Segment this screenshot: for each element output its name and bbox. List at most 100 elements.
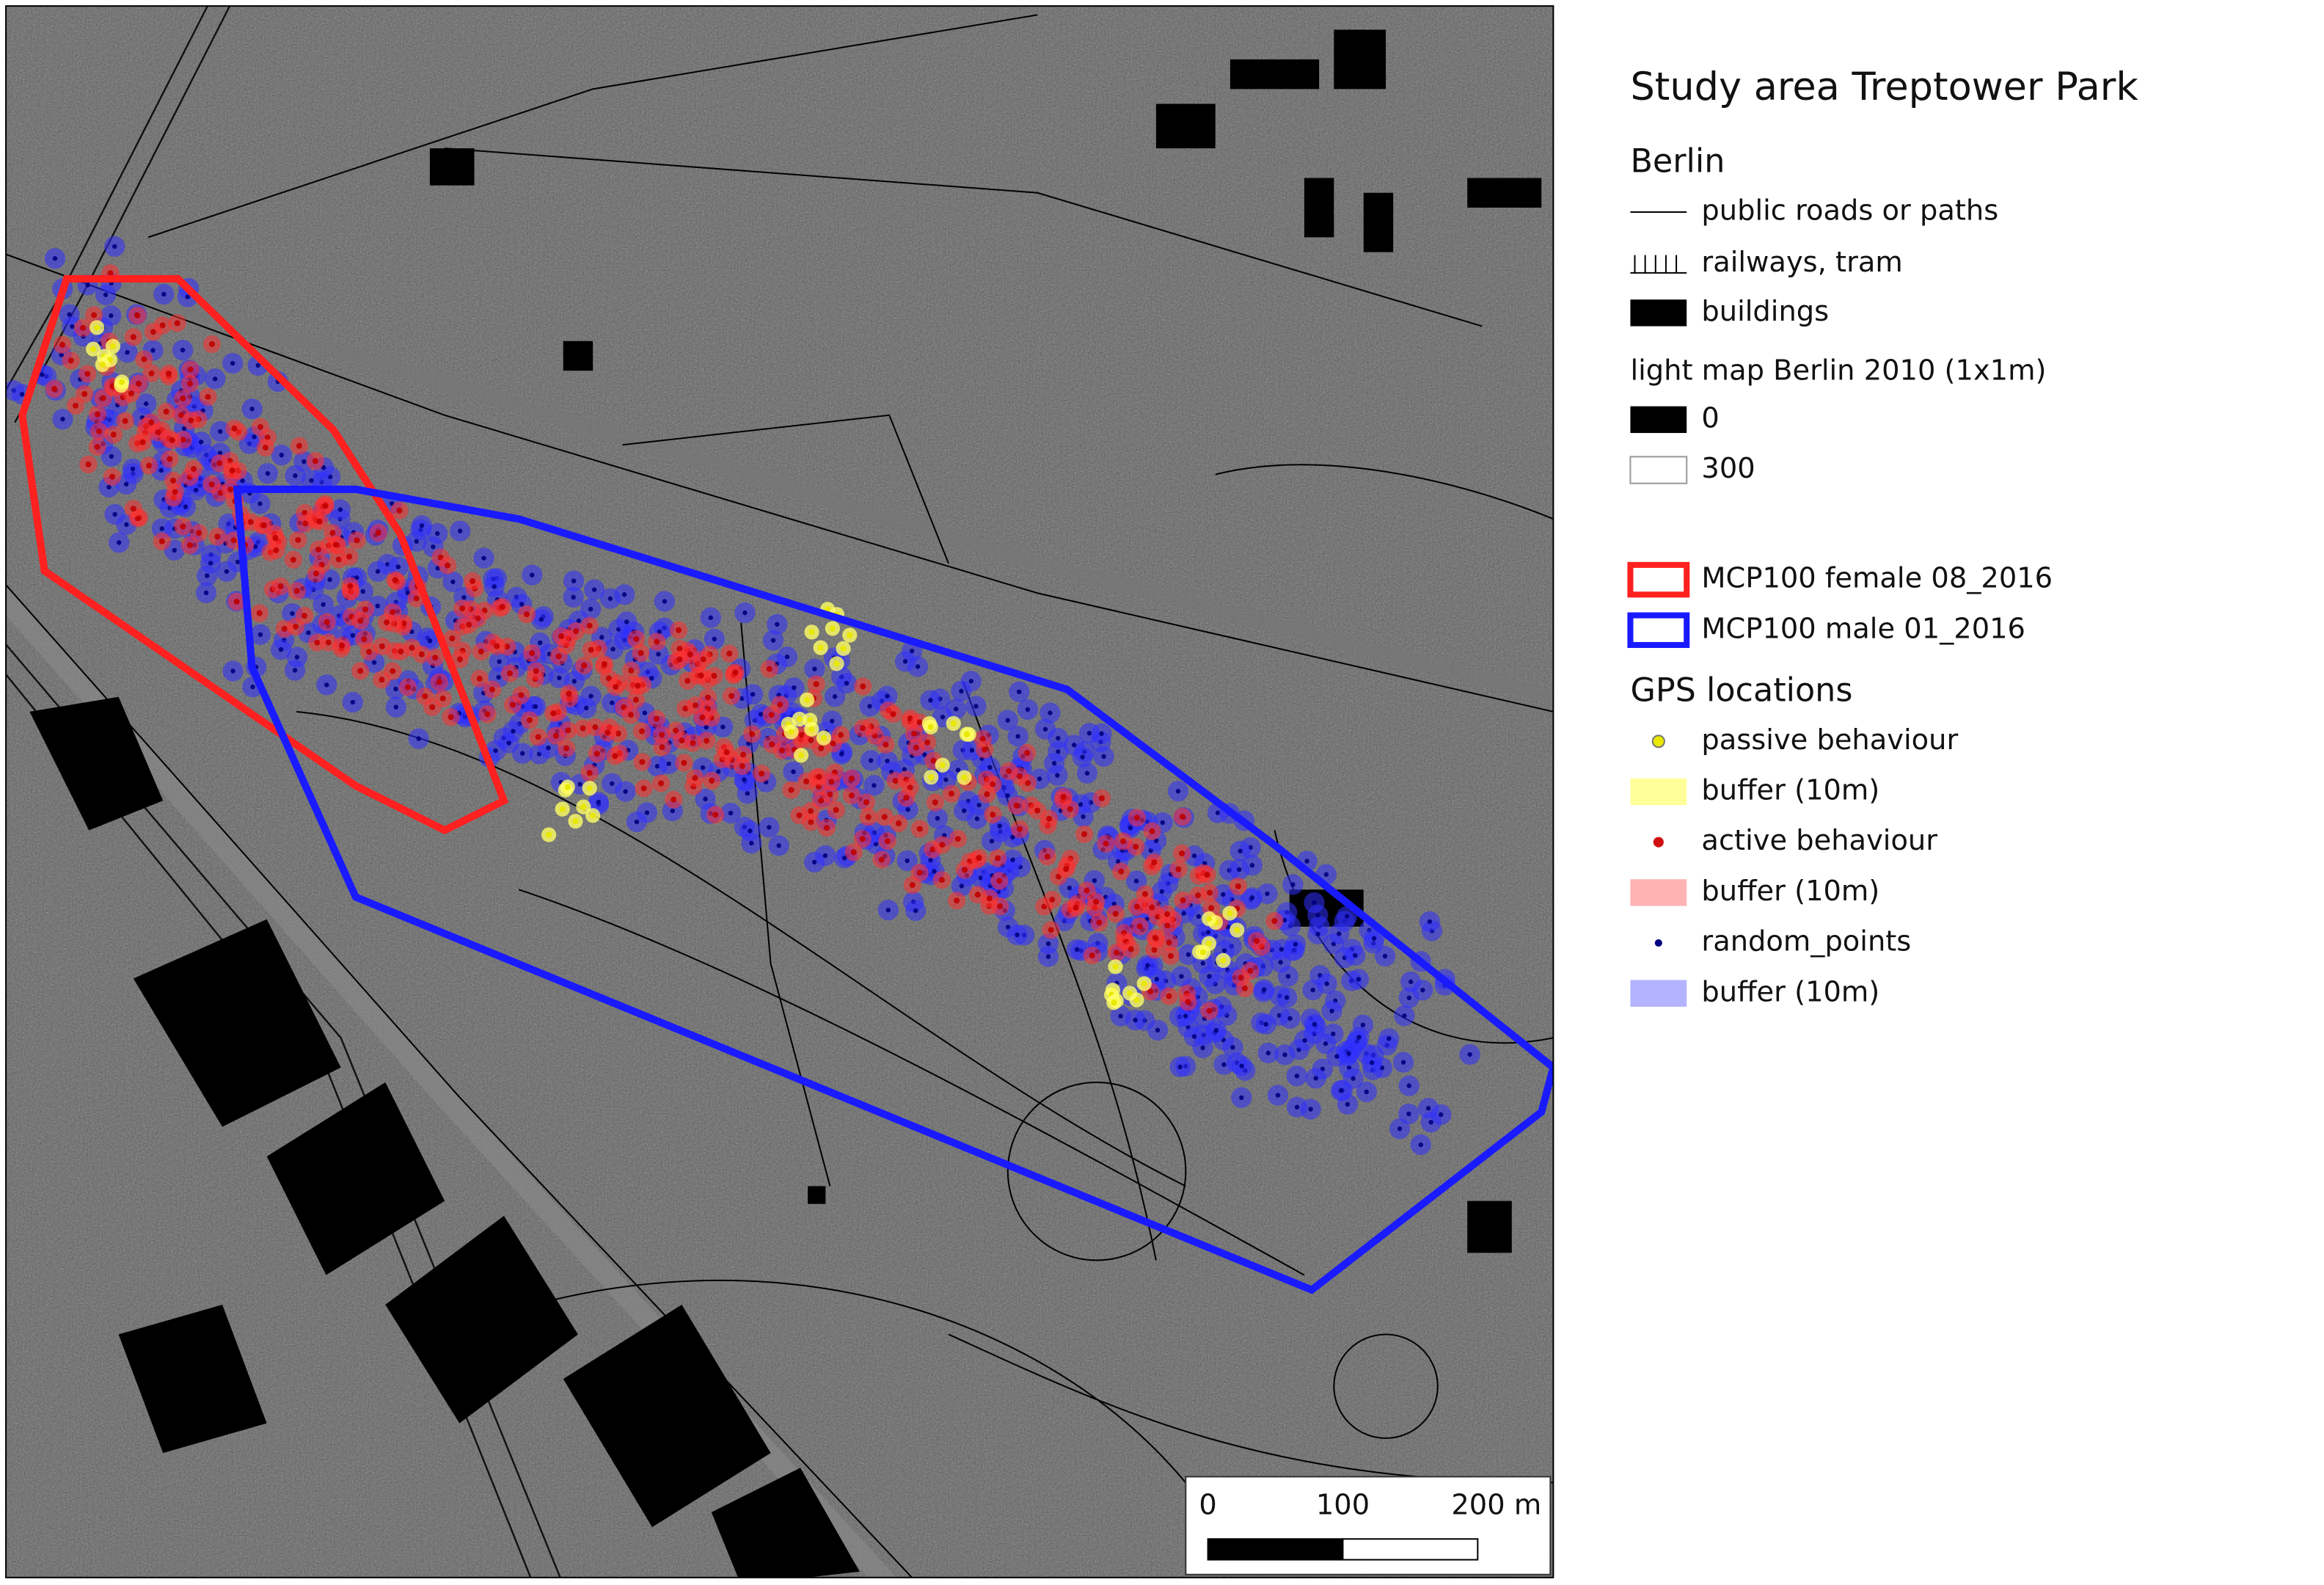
- building: [1304, 178, 1334, 238]
- active-point: [447, 714, 454, 721]
- passive-point: [90, 346, 97, 352]
- random-point: [1420, 988, 1425, 993]
- active-point: [1089, 952, 1095, 959]
- random-point: [1249, 895, 1255, 900]
- passive-point: [99, 361, 106, 368]
- random-point: [770, 638, 776, 643]
- random-point: [1406, 1083, 1412, 1088]
- active-point: [612, 753, 618, 759]
- random-point: [792, 685, 797, 691]
- active-point: [1149, 904, 1155, 911]
- random-point: [393, 686, 398, 692]
- active-point: [110, 431, 117, 438]
- active-point: [692, 702, 699, 709]
- random-point: [1067, 885, 1073, 891]
- legend-item: public roads or paths: [1701, 194, 1998, 227]
- swatch-random: [1654, 939, 1662, 947]
- random-point: [450, 579, 456, 585]
- active-point: [916, 826, 923, 832]
- scale-label: 100: [1316, 1488, 1370, 1521]
- building: [266, 1082, 445, 1275]
- active-point: [1208, 905, 1215, 911]
- random-point: [337, 507, 343, 512]
- active-point: [558, 633, 565, 640]
- random-point: [557, 675, 562, 681]
- random-point: [1275, 1093, 1281, 1098]
- active-point: [312, 458, 318, 464]
- legend-item: buffer (10m): [1701, 975, 1879, 1008]
- random-point: [360, 589, 366, 594]
- active-point: [296, 442, 302, 449]
- passive-point: [817, 644, 824, 651]
- active-point: [1006, 768, 1012, 774]
- random-point: [1282, 917, 1287, 923]
- legend-heading: light map Berlin 2010 (1x1m): [1630, 354, 2046, 387]
- random-point: [1371, 936, 1377, 941]
- random-point: [940, 714, 946, 720]
- random-point: [1080, 754, 1085, 759]
- random-point: [109, 313, 114, 318]
- random-point: [1159, 889, 1165, 894]
- random-point: [393, 704, 399, 710]
- random-point: [324, 682, 329, 688]
- building: [563, 1305, 771, 1528]
- building: [1334, 29, 1386, 90]
- passive-point: [1112, 963, 1119, 970]
- random-point: [538, 640, 543, 646]
- active-point: [159, 322, 166, 329]
- active-point: [413, 595, 420, 602]
- active-point: [586, 622, 593, 629]
- active-point: [700, 656, 706, 663]
- passive-point: [1133, 996, 1140, 1003]
- active-point: [518, 692, 525, 699]
- random-point: [708, 615, 714, 621]
- active-point: [1096, 919, 1103, 926]
- active-point: [654, 638, 660, 645]
- passive-point: [927, 724, 934, 730]
- random-point: [1331, 1031, 1336, 1037]
- random-point: [1181, 911, 1186, 916]
- active-point: [838, 732, 844, 738]
- road: [518, 889, 1305, 1276]
- active-point: [476, 675, 483, 682]
- random-point: [250, 684, 255, 690]
- building: [118, 1305, 267, 1454]
- random-point: [1196, 914, 1202, 919]
- road: [444, 1279, 1187, 1484]
- random-point: [584, 705, 589, 711]
- active-point: [903, 795, 910, 801]
- active-point: [979, 736, 986, 743]
- random-point: [987, 765, 993, 770]
- active-point: [445, 562, 451, 569]
- active-point: [659, 732, 665, 738]
- active-point: [178, 412, 184, 418]
- active-point: [892, 777, 899, 784]
- random-point: [1010, 857, 1015, 862]
- swatch-building: [1630, 299, 1687, 327]
- legend-heading: GPS locations: [1630, 672, 1852, 710]
- active-point: [277, 583, 284, 590]
- random-point: [434, 531, 440, 536]
- random-point: [791, 769, 796, 774]
- active-point: [1149, 828, 1155, 834]
- active-point: [850, 849, 857, 856]
- random-point: [1045, 954, 1051, 959]
- active-point: [130, 334, 136, 340]
- active-point: [699, 714, 706, 721]
- passive-point: [928, 774, 935, 781]
- active-point: [884, 838, 891, 845]
- random-point: [666, 761, 672, 767]
- random-point: [158, 467, 164, 473]
- active-point: [613, 684, 619, 691]
- random-point: [1025, 707, 1031, 713]
- active-point: [913, 744, 919, 751]
- active-point: [709, 777, 715, 784]
- random-point: [1133, 878, 1139, 883]
- random-point: [224, 569, 230, 574]
- active-point: [134, 312, 141, 318]
- active-point: [687, 651, 693, 657]
- building: [1155, 103, 1216, 149]
- active-point: [1147, 988, 1154, 995]
- active-point: [1046, 815, 1053, 822]
- random-point: [1230, 1045, 1235, 1050]
